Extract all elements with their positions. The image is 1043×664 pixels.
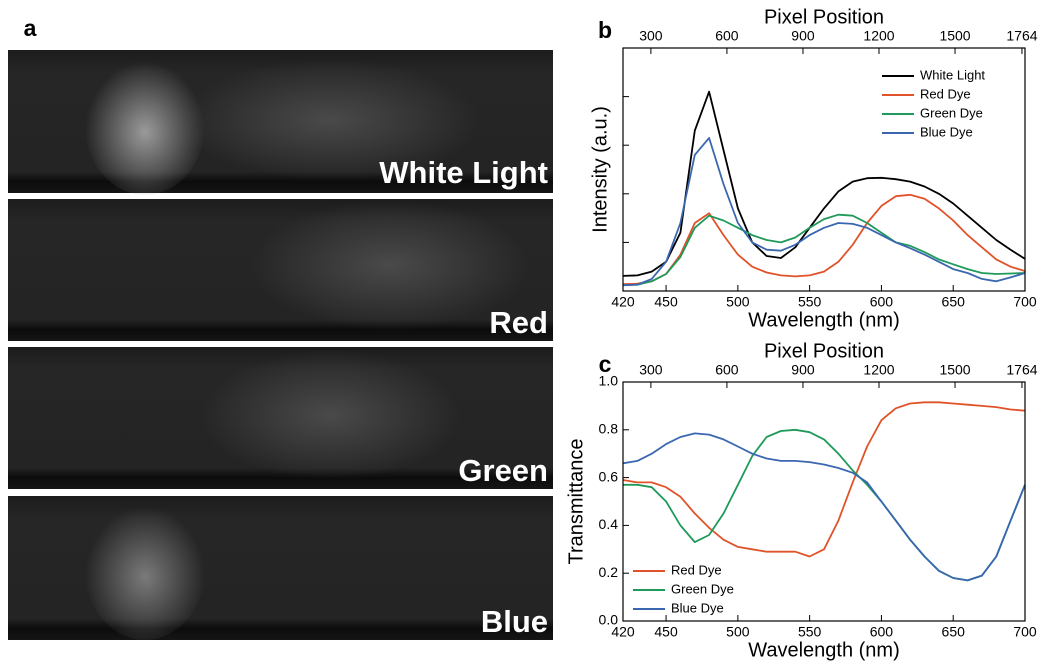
x2-axis-title: Pixel Position [764, 6, 884, 28]
image-green: Green [8, 347, 553, 489]
series-line [622, 432, 1026, 582]
image-caption: Blue [481, 604, 548, 639]
image-caption: Green [458, 453, 548, 488]
x-tick-label: 420 [611, 294, 635, 310]
panel-label: a [24, 15, 37, 41]
image-red: Red [8, 199, 553, 341]
series-line [622, 401, 1026, 558]
legend-label: Red Dye [920, 86, 971, 101]
image-white: White Light [8, 50, 553, 195]
x2-tick-label: 1200 [863, 28, 894, 44]
x2-tick-label: 300 [639, 362, 663, 378]
x-tick-label: 650 [942, 624, 966, 640]
x-tick-label: 500 [726, 294, 750, 310]
y-tick-label: 0.0 [599, 612, 619, 628]
x-tick-label: 420 [611, 624, 635, 640]
x-tick-label: 450 [654, 624, 678, 640]
x2-tick-label: 1500 [939, 362, 970, 378]
x2-tick-label: 1200 [863, 362, 894, 378]
y-axis-title: Intensity (a.u.) [589, 106, 611, 233]
legend-label: Blue Dye [920, 124, 973, 139]
x-tick-label: 600 [870, 624, 894, 640]
x2-tick-label: 600 [715, 28, 739, 44]
x-tick-label: 450 [654, 294, 678, 310]
y-tick-label: 0.2 [599, 564, 619, 580]
image-caption: White Light [379, 155, 548, 190]
y-axis-title: Transmittance [565, 439, 587, 565]
x-tick-label: 650 [942, 294, 966, 310]
y-tick-label: 1.0 [599, 373, 619, 389]
series-line [622, 137, 1026, 287]
plot-frame [622, 47, 1026, 292]
legend-label: Blue Dye [671, 600, 724, 615]
x2-tick-label: 900 [791, 28, 815, 44]
panel-label: b [598, 17, 612, 43]
x2-tick-label: 900 [791, 362, 815, 378]
x2-tick-label: 1764 [1006, 362, 1037, 378]
y-tick-label: 0.6 [599, 468, 619, 484]
x-axis-title: Wavelength (nm) [748, 639, 900, 661]
plot-frame [622, 381, 1026, 622]
x-axis-title: Wavelength (nm) [748, 309, 900, 331]
image-caption: Red [489, 305, 548, 340]
legend-label: Green Dye [671, 581, 734, 596]
x-tick-label: 550 [798, 624, 822, 640]
series-line [623, 428, 1026, 582]
legend-label: Green Dye [920, 105, 983, 120]
y-tick-label: 0.4 [599, 516, 619, 532]
legend-label: Red Dye [671, 562, 722, 577]
x-tick-label: 500 [726, 624, 750, 640]
x-tick-label: 600 [870, 294, 894, 310]
x2-tick-label: 1500 [939, 28, 970, 44]
series-line [622, 213, 1026, 287]
x-tick-label: 700 [1013, 624, 1037, 640]
image-blue: Blue [8, 496, 553, 640]
x2-axis-title: Pixel Position [764, 340, 884, 362]
series-line [622, 193, 1026, 286]
x2-tick-label: 1764 [1006, 28, 1037, 44]
x-tick-label: 700 [1013, 294, 1037, 310]
y-tick-label: 0.8 [599, 421, 619, 437]
x2-tick-label: 300 [639, 28, 663, 44]
x-tick-label: 550 [798, 294, 822, 310]
legend-label: White Light [920, 67, 985, 82]
panel-label: c [599, 351, 612, 377]
series-line [622, 90, 1026, 277]
x2-tick-label: 600 [715, 362, 739, 378]
